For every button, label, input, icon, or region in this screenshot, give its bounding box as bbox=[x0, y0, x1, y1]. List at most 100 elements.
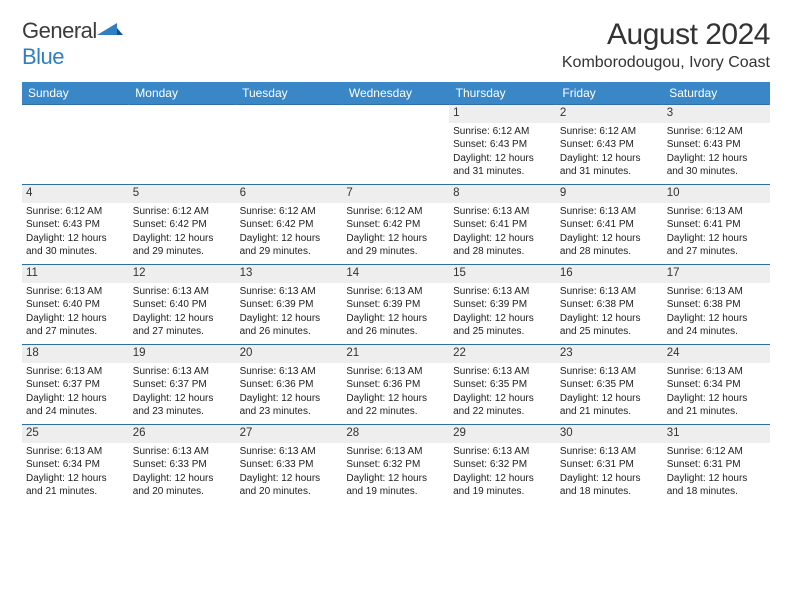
daylight-text: Daylight: 12 hours and 29 minutes. bbox=[346, 232, 445, 259]
day-number-cell: 14 bbox=[342, 265, 449, 283]
day-detail-cell: Sunrise: 6:12 AMSunset: 6:43 PMDaylight:… bbox=[663, 123, 770, 185]
weekday-header: Sunday bbox=[22, 82, 129, 105]
day-detail-cell: Sunrise: 6:12 AMSunset: 6:43 PMDaylight:… bbox=[449, 123, 556, 185]
brand-mark-icon bbox=[97, 18, 123, 36]
daylight-text: Daylight: 12 hours and 30 minutes. bbox=[26, 232, 125, 259]
day-number-cell: 5 bbox=[129, 185, 236, 203]
daylight-text: Daylight: 12 hours and 27 minutes. bbox=[26, 312, 125, 339]
day-detail-cell: Sunrise: 6:13 AMSunset: 6:41 PMDaylight:… bbox=[449, 203, 556, 265]
weekday-row: SundayMondayTuesdayWednesdayThursdayFrid… bbox=[22, 82, 770, 105]
sunrise-text: Sunrise: 6:12 AM bbox=[240, 205, 339, 219]
sunrise-text: Sunrise: 6:13 AM bbox=[346, 285, 445, 299]
sunset-text: Sunset: 6:31 PM bbox=[560, 458, 659, 472]
day-number-cell: 30 bbox=[556, 425, 663, 443]
day-number-cell: 26 bbox=[129, 425, 236, 443]
day-detail-cell: Sunrise: 6:13 AMSunset: 6:37 PMDaylight:… bbox=[129, 363, 236, 425]
day-number-cell: 7 bbox=[342, 185, 449, 203]
page-header: GeneralBlue August 2024 Komborodougou, I… bbox=[22, 18, 770, 72]
day-number-cell bbox=[22, 105, 129, 123]
sunset-text: Sunset: 6:33 PM bbox=[133, 458, 232, 472]
day-number-cell: 3 bbox=[663, 105, 770, 123]
sunrise-text: Sunrise: 6:13 AM bbox=[240, 365, 339, 379]
sunrise-text: Sunrise: 6:13 AM bbox=[453, 445, 552, 459]
sunrise-text: Sunrise: 6:13 AM bbox=[560, 205, 659, 219]
detail-row: Sunrise: 6:12 AMSunset: 6:43 PMDaylight:… bbox=[22, 203, 770, 265]
day-detail-cell: Sunrise: 6:12 AMSunset: 6:43 PMDaylight:… bbox=[556, 123, 663, 185]
daylight-text: Daylight: 12 hours and 23 minutes. bbox=[133, 392, 232, 419]
sunrise-text: Sunrise: 6:13 AM bbox=[453, 205, 552, 219]
sunrise-text: Sunrise: 6:13 AM bbox=[26, 445, 125, 459]
day-detail-cell: Sunrise: 6:13 AMSunset: 6:32 PMDaylight:… bbox=[342, 443, 449, 505]
weekday-header: Wednesday bbox=[342, 82, 449, 105]
day-detail-cell: Sunrise: 6:13 AMSunset: 6:32 PMDaylight:… bbox=[449, 443, 556, 505]
day-number-cell: 21 bbox=[342, 345, 449, 363]
sunset-text: Sunset: 6:37 PM bbox=[26, 378, 125, 392]
daylight-text: Daylight: 12 hours and 26 minutes. bbox=[346, 312, 445, 339]
sunrise-text: Sunrise: 6:13 AM bbox=[667, 365, 766, 379]
weekday-header: Monday bbox=[129, 82, 236, 105]
sunrise-text: Sunrise: 6:13 AM bbox=[453, 285, 552, 299]
day-number-cell: 16 bbox=[556, 265, 663, 283]
detail-row: Sunrise: 6:13 AMSunset: 6:37 PMDaylight:… bbox=[22, 363, 770, 425]
day-number-cell: 22 bbox=[449, 345, 556, 363]
daylight-text: Daylight: 12 hours and 24 minutes. bbox=[26, 392, 125, 419]
day-number-cell: 27 bbox=[236, 425, 343, 443]
day-detail-cell: Sunrise: 6:13 AMSunset: 6:39 PMDaylight:… bbox=[449, 283, 556, 345]
daylight-text: Daylight: 12 hours and 30 minutes. bbox=[667, 152, 766, 179]
calendar-head: SundayMondayTuesdayWednesdayThursdayFrid… bbox=[22, 82, 770, 105]
daylight-text: Daylight: 12 hours and 28 minutes. bbox=[560, 232, 659, 259]
weekday-header: Tuesday bbox=[236, 82, 343, 105]
day-number-cell: 1 bbox=[449, 105, 556, 123]
day-number-cell: 11 bbox=[22, 265, 129, 283]
daylight-text: Daylight: 12 hours and 22 minutes. bbox=[346, 392, 445, 419]
sunset-text: Sunset: 6:41 PM bbox=[560, 218, 659, 232]
day-detail-cell: Sunrise: 6:13 AMSunset: 6:31 PMDaylight:… bbox=[556, 443, 663, 505]
detail-row: Sunrise: 6:13 AMSunset: 6:40 PMDaylight:… bbox=[22, 283, 770, 345]
sunset-text: Sunset: 6:35 PM bbox=[453, 378, 552, 392]
sunrise-text: Sunrise: 6:13 AM bbox=[560, 365, 659, 379]
day-number-cell: 12 bbox=[129, 265, 236, 283]
daylight-text: Daylight: 12 hours and 27 minutes. bbox=[667, 232, 766, 259]
day-detail-cell: Sunrise: 6:12 AMSunset: 6:43 PMDaylight:… bbox=[22, 203, 129, 265]
daylight-text: Daylight: 12 hours and 27 minutes. bbox=[133, 312, 232, 339]
day-detail-cell: Sunrise: 6:13 AMSunset: 6:36 PMDaylight:… bbox=[342, 363, 449, 425]
day-number-cell: 15 bbox=[449, 265, 556, 283]
day-number-cell: 25 bbox=[22, 425, 129, 443]
sunset-text: Sunset: 6:39 PM bbox=[346, 298, 445, 312]
sunset-text: Sunset: 6:42 PM bbox=[240, 218, 339, 232]
daylight-text: Daylight: 12 hours and 19 minutes. bbox=[453, 472, 552, 499]
sunset-text: Sunset: 6:39 PM bbox=[240, 298, 339, 312]
daylight-text: Daylight: 12 hours and 31 minutes. bbox=[453, 152, 552, 179]
day-number-cell: 13 bbox=[236, 265, 343, 283]
day-detail-cell bbox=[22, 123, 129, 185]
day-number-cell: 8 bbox=[449, 185, 556, 203]
daynum-row: 11121314151617 bbox=[22, 265, 770, 283]
day-number-cell: 31 bbox=[663, 425, 770, 443]
sunrise-text: Sunrise: 6:13 AM bbox=[133, 365, 232, 379]
day-number-cell: 28 bbox=[342, 425, 449, 443]
sunrise-text: Sunrise: 6:12 AM bbox=[453, 125, 552, 139]
day-number-cell bbox=[236, 105, 343, 123]
sunrise-text: Sunrise: 6:13 AM bbox=[667, 205, 766, 219]
day-detail-cell bbox=[236, 123, 343, 185]
daylight-text: Daylight: 12 hours and 29 minutes. bbox=[240, 232, 339, 259]
daylight-text: Daylight: 12 hours and 21 minutes. bbox=[26, 472, 125, 499]
sunset-text: Sunset: 6:36 PM bbox=[240, 378, 339, 392]
day-detail-cell: Sunrise: 6:13 AMSunset: 6:34 PMDaylight:… bbox=[663, 363, 770, 425]
day-detail-cell: Sunrise: 6:13 AMSunset: 6:34 PMDaylight:… bbox=[22, 443, 129, 505]
day-number-cell: 2 bbox=[556, 105, 663, 123]
calendar-table: SundayMondayTuesdayWednesdayThursdayFrid… bbox=[22, 82, 770, 505]
day-number-cell: 29 bbox=[449, 425, 556, 443]
sunset-text: Sunset: 6:39 PM bbox=[453, 298, 552, 312]
daylight-text: Daylight: 12 hours and 18 minutes. bbox=[667, 472, 766, 499]
day-detail-cell: Sunrise: 6:12 AMSunset: 6:42 PMDaylight:… bbox=[129, 203, 236, 265]
daylight-text: Daylight: 12 hours and 28 minutes. bbox=[453, 232, 552, 259]
day-number-cell: 23 bbox=[556, 345, 663, 363]
sunset-text: Sunset: 6:43 PM bbox=[560, 138, 659, 152]
daynum-row: 18192021222324 bbox=[22, 345, 770, 363]
sunset-text: Sunset: 6:43 PM bbox=[26, 218, 125, 232]
sunrise-text: Sunrise: 6:12 AM bbox=[26, 205, 125, 219]
day-detail-cell: Sunrise: 6:13 AMSunset: 6:39 PMDaylight:… bbox=[236, 283, 343, 345]
sunset-text: Sunset: 6:42 PM bbox=[133, 218, 232, 232]
day-detail-cell bbox=[129, 123, 236, 185]
